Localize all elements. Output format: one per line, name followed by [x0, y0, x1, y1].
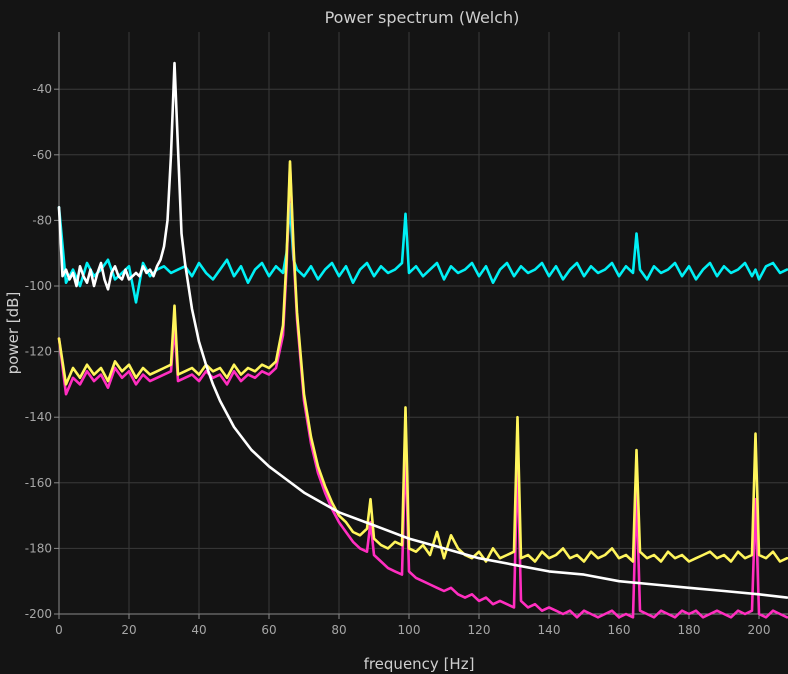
series-line-1 [57, 163, 788, 619]
series-line-2 [57, 160, 788, 563]
x-axis-label: frequency [Hz] [364, 655, 475, 673]
y-tick-label: -200 [25, 607, 52, 621]
y-tick-label: -140 [25, 410, 52, 424]
x-tick-label: 60 [261, 623, 276, 637]
y-tick-label: -80 [32, 213, 52, 227]
x-tick-label: 180 [678, 623, 701, 637]
x-tick-label: 20 [121, 623, 136, 637]
x-tick-label: 0 [55, 623, 63, 637]
x-tick-label: 200 [748, 623, 771, 637]
y-tick-label: -100 [25, 279, 52, 293]
x-tick-label: 140 [538, 623, 561, 637]
x-ticks: 0 20 40 60 80 100 120 140 160 180 200 [55, 614, 770, 637]
y-tick-label: -120 [25, 345, 52, 359]
chart-title: Power spectrum (Welch) [325, 8, 520, 27]
y-tick-label: -60 [32, 148, 52, 162]
x-tick-label: 40 [191, 623, 206, 637]
series-line-3 [57, 61, 788, 599]
x-tick-label: 120 [468, 623, 491, 637]
series-group [57, 61, 788, 619]
x-tick-label: 80 [331, 623, 346, 637]
x-tick-label: 160 [608, 623, 631, 637]
y-tick-label: -160 [25, 476, 52, 490]
y-ticks: -200 -180 -160 -140 -120 -100 -80 -60 -40 [25, 82, 59, 621]
y-tick-label: -180 [25, 541, 52, 555]
x-tick-label: 100 [398, 623, 421, 637]
y-axis-label: power [dB] [4, 292, 22, 375]
y-tick-label: -40 [32, 82, 52, 96]
